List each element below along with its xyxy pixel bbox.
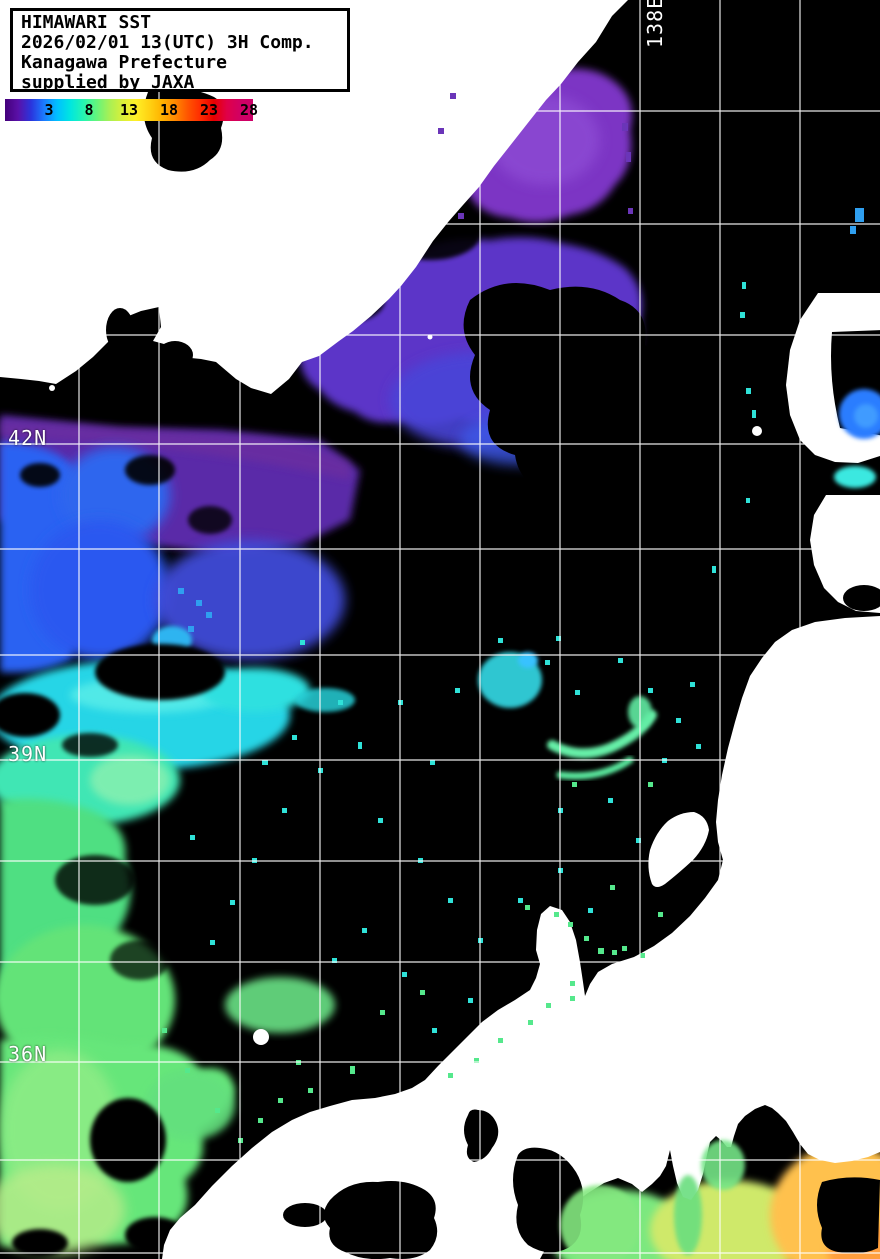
lon-label-138E: 138E <box>643 0 667 48</box>
supplier-line: supplied by JAXA <box>21 72 195 93</box>
land-shimokita <box>810 495 880 613</box>
suruga-bay-patch <box>674 1175 702 1255</box>
colorbar-tick: 18 <box>159 101 179 119</box>
colorbar-tick: 3 <box>44 101 54 119</box>
land-honshu <box>162 616 880 1259</box>
colorbar-tick: 28 <box>239 101 259 119</box>
datetime-line: 2026/02/01 13(UTC) 3H Comp. <box>21 32 314 53</box>
colorbar-tick: 23 <box>199 101 219 119</box>
sagami-bay-patch <box>701 1140 745 1190</box>
land-islet-3 <box>752 426 762 436</box>
land-islet-5 <box>642 1054 648 1060</box>
colorbar-tick: 8 <box>84 101 94 119</box>
land-islet-1 <box>49 385 55 391</box>
tsugaru-strait-patch <box>834 466 876 488</box>
lat-label-42N: 42N <box>8 426 48 450</box>
land-islet-4 <box>751 987 757 993</box>
colorbar-tick: 13 <box>119 101 139 119</box>
land-sado-island <box>648 812 709 887</box>
product-title: HIMAWARI SST <box>21 12 152 33</box>
temperature-colorbar: 3 8 13 18 23 28 <box>5 99 258 121</box>
prefecture-line: Kanagawa Prefecture <box>21 52 227 73</box>
lake-biwa <box>464 1109 499 1162</box>
land-overlays <box>106 88 880 1259</box>
land-oki-island <box>253 1029 269 1045</box>
land-islet-2 <box>427 334 433 340</box>
boso-east-nodata-blob <box>817 1177 880 1254</box>
lat-label-39N: 39N <box>8 742 48 766</box>
ise-bay-blob <box>324 1181 438 1259</box>
title-box: HIMAWARI SST 2026/02/01 13(UTC) 3H Comp.… <box>10 8 350 93</box>
lat-label-36N: 36N <box>8 1042 48 1066</box>
